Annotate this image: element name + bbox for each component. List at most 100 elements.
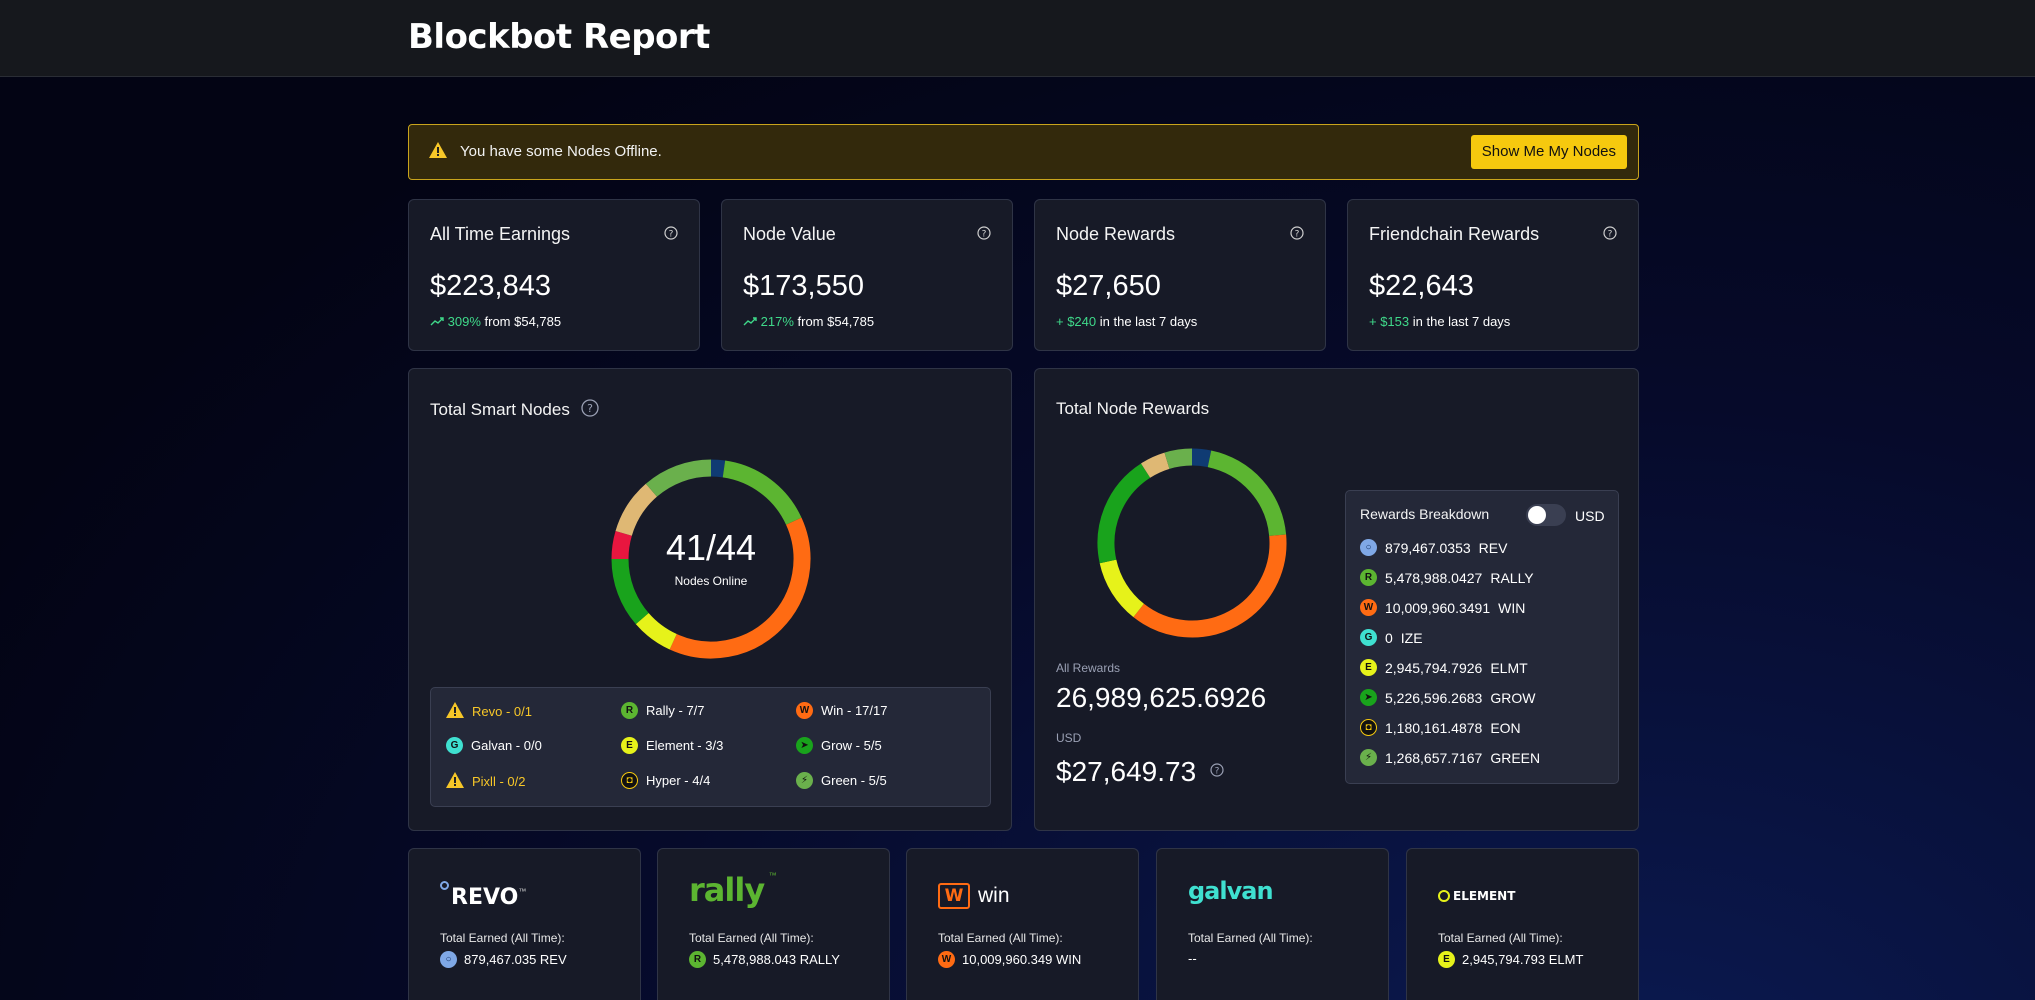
legend-item-label: Pixll - 0/2	[472, 774, 526, 789]
warning-icon	[429, 142, 447, 163]
donut-slice-grow[interactable]	[1097, 463, 1151, 564]
stat-delta-suffix: in the last 7 days	[1099, 314, 1198, 329]
legend-item-hyper[interactable]: ◘ Hyper - 4/4	[621, 772, 710, 789]
rally-logo-text: rally	[689, 871, 765, 909]
trend-up-icon	[430, 314, 444, 329]
total-earned-amount: E 2,945,794.793 ELMT	[1438, 951, 1583, 968]
donut-slice-eon[interactable]	[1140, 452, 1170, 478]
breakdown-row-green: ⚡ 1,268,657.7167 GREEN	[1360, 749, 1540, 766]
legend-item-pixll[interactable]: Pixll - 0/2	[446, 772, 525, 791]
elmt-coin-icon: E	[621, 737, 638, 754]
smart-nodes-panel: Total Smart Nodes ? 41/44 Nodes Online R…	[408, 368, 1012, 831]
legend-item-label: Revo - 0/1	[472, 704, 532, 719]
offline-alert: You have some Nodes Offline. Show Me My …	[408, 124, 1639, 180]
breakdown-row-eon: ◘ 1,180,161.4878 EON	[1360, 719, 1521, 736]
svg-text:?: ?	[982, 230, 987, 240]
stat-value: $27,650	[1056, 270, 1161, 302]
donut-slice-rally[interactable]	[722, 460, 802, 525]
win-coin-icon: W	[796, 702, 813, 719]
rev-coin-icon: ○	[440, 951, 457, 968]
donut-slice-revo[interactable]	[710, 459, 726, 478]
show-my-nodes-button[interactable]: Show Me My Nodes	[1470, 135, 1627, 169]
total-earned-label: Total Earned (All Time):	[1188, 931, 1313, 945]
grow-coin-icon: ➤	[1360, 689, 1377, 706]
donut-slice-green[interactable]	[1164, 448, 1193, 469]
donut-slice-element[interactable]	[635, 612, 678, 650]
donut-slice-rally[interactable]	[1207, 450, 1287, 537]
trend-up-icon	[743, 314, 757, 329]
node-rewards-panel: Total Node Rewards All Rewards 26,989,62…	[1034, 368, 1639, 831]
win-logo-mark: W	[938, 883, 970, 909]
donut-slice-green[interactable]	[645, 459, 712, 497]
help-icon[interactable]: ?	[1603, 226, 1617, 245]
coin-card-rally[interactable]: rally ™ Total Earned (All Time): R 5,478…	[657, 848, 890, 1000]
svg-text:?: ?	[1295, 230, 1300, 240]
rally-coin-icon: R	[1360, 569, 1377, 586]
revo-logo-tm: ™	[518, 887, 527, 896]
breakdown-row-elmt: E 2,945,794.7926 ELMT	[1360, 659, 1528, 676]
stat-delta-value: 217%	[760, 314, 794, 329]
svg-text:?: ?	[1608, 230, 1613, 240]
galvan-logo-text: galvan	[1188, 877, 1274, 905]
donut-slice-win[interactable]	[1133, 534, 1287, 638]
legend-item-element[interactable]: E Element - 3/3	[621, 737, 723, 754]
stat-card-friendchain-rewards: Friendchain Rewards ? $22,643 + $153 in …	[1347, 199, 1639, 351]
total-earned-amount: W 10,009,960.349 WIN	[938, 951, 1081, 968]
breakdown-amount: 10,009,960.3491	[1385, 599, 1491, 616]
rally-logo-tm: ™	[768, 871, 777, 880]
stat-delta-value: 309%	[447, 314, 481, 329]
green-coin-icon: ⚡	[796, 772, 813, 789]
coin-card-galvan[interactable]: galvan Total Earned (All Time): --	[1156, 848, 1389, 1000]
total-earned-amount: --	[1188, 951, 1197, 966]
usd-value: $27,649.73 ?	[1056, 752, 1224, 788]
donut-slice-elmt[interactable]	[1099, 559, 1145, 618]
stat-delta-value: + $240	[1056, 314, 1097, 329]
donut-slice-rev[interactable]	[1191, 448, 1212, 468]
help-icon[interactable]: ?	[1290, 226, 1304, 245]
nodes-online-count: 41/44	[665, 527, 757, 568]
element-logo-text: ELEMENT	[1453, 889, 1516, 903]
rally-logo: rally ™	[689, 871, 777, 909]
help-icon[interactable]: ?	[1210, 752, 1224, 784]
top-bar: Blockbot Report	[0, 0, 2035, 77]
legend-item-revo[interactable]: Revo - 0/1	[446, 702, 532, 721]
donut-slice-win[interactable]	[669, 517, 811, 659]
total-earned-label: Total Earned (All Time):	[938, 931, 1063, 945]
legend-item-rally[interactable]: R Rally - 7/7	[621, 702, 705, 719]
legend-item-label: Win - 17/17	[821, 703, 888, 718]
coin-card-element[interactable]: ELEMENT Total Earned (All Time): E 2,945…	[1406, 848, 1639, 1000]
ize-coin-icon: G	[1360, 629, 1377, 646]
coin-card-win[interactable]: W win Total Earned (All Time): W 10,009,…	[906, 848, 1139, 1000]
donut-slice-hyper[interactable]	[615, 483, 658, 537]
legend-item-grow[interactable]: ➤ Grow - 5/5	[796, 737, 882, 754]
legend-item-label: Grow - 5/5	[821, 738, 882, 753]
revo-logo-ring-icon	[440, 881, 449, 890]
nodes-online-label: Nodes Online	[674, 574, 748, 588]
usd-toggle[interactable]	[1526, 504, 1566, 526]
help-icon[interactable]: ?	[580, 399, 599, 422]
usd-label: USD	[1056, 731, 1082, 745]
legend-item-galvan[interactable]: G Galvan - 0/0	[446, 737, 542, 754]
breakdown-amount: 879,467.0353	[1385, 539, 1471, 556]
coin-card-revo[interactable]: REVO ™ Total Earned (All Time): ○ 879,46…	[408, 848, 641, 1000]
svg-text:?: ?	[1215, 767, 1220, 777]
rewards-breakdown: Rewards Breakdown USD ○ 879,467.0353 REV R 5…	[1345, 490, 1619, 784]
total-earned-label: Total Earned (All Time):	[689, 931, 814, 945]
toggle-knob	[1528, 506, 1546, 524]
stat-title: Node Rewards	[1056, 224, 1176, 244]
stat-delta-suffix: from $54,785	[797, 314, 875, 329]
help-icon[interactable]: ?	[664, 226, 678, 245]
element-logo: ELEMENT	[1438, 889, 1515, 903]
legend-item-win[interactable]: W Win - 17/17	[796, 702, 887, 719]
breakdown-symbol: GROW	[1490, 689, 1536, 706]
total-earned-value: 10,009,960.349 WIN	[962, 952, 1082, 967]
help-icon[interactable]: ?	[977, 226, 991, 245]
legend-item-label: Element - 3/3	[646, 738, 724, 753]
donut-slice-pixll[interactable]	[611, 530, 632, 560]
legend-item-green[interactable]: ⚡ Green - 5/5	[796, 772, 887, 789]
donut-slice-grow[interactable]	[611, 558, 649, 625]
stat-delta: 309% from $54,785	[430, 314, 561, 329]
eon-coin-icon: ◘	[621, 772, 638, 789]
total-earned-label: Total Earned (All Time):	[1438, 931, 1563, 945]
breakdown-amount: 1,268,657.7167	[1385, 749, 1483, 766]
